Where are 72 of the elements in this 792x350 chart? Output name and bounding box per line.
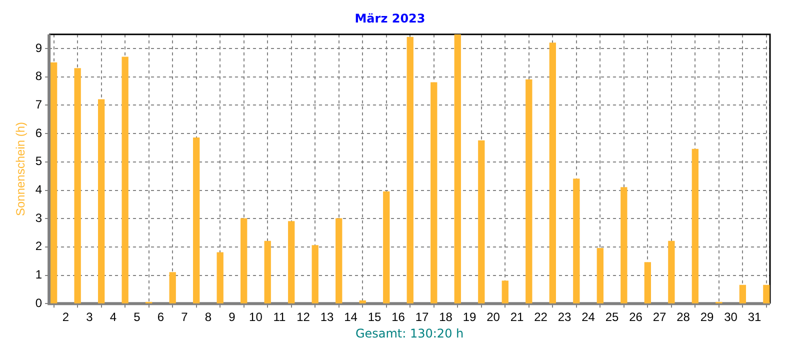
chart-title: März 2023 bbox=[354, 11, 426, 26]
y-tick-label: 2 bbox=[35, 239, 42, 254]
bar bbox=[193, 138, 200, 304]
x-tick-label: 9 bbox=[228, 310, 236, 324]
x-tick-label: 26 bbox=[629, 310, 643, 324]
x-tick-label: 22 bbox=[534, 310, 548, 324]
y-tick-label: 3 bbox=[35, 210, 42, 225]
bar bbox=[288, 221, 295, 304]
x-tick-label: 14 bbox=[344, 310, 358, 324]
bar bbox=[264, 240, 271, 304]
x-tick-label: 16 bbox=[392, 310, 406, 324]
bar bbox=[502, 280, 508, 304]
y-axis-title: Sonnenschein (h) bbox=[14, 122, 28, 216]
bar bbox=[478, 140, 485, 304]
y-tick-label: 4 bbox=[35, 182, 42, 197]
bar bbox=[383, 191, 390, 304]
bar bbox=[739, 284, 746, 304]
x-tick-label: 24 bbox=[582, 310, 596, 324]
bar bbox=[692, 148, 699, 304]
bar bbox=[336, 218, 342, 304]
text: Gesamt: 130:20 h bbox=[355, 326, 464, 341]
bar bbox=[169, 272, 176, 304]
x-tick-label: 28 bbox=[676, 310, 690, 324]
x-tick-label: 19 bbox=[462, 310, 477, 324]
x-tick-label: 31 bbox=[748, 310, 762, 324]
bar bbox=[668, 240, 675, 304]
bar bbox=[98, 99, 105, 304]
bar bbox=[430, 82, 438, 304]
x-tick-label: 11 bbox=[273, 310, 286, 324]
bar bbox=[454, 34, 461, 304]
bar bbox=[359, 300, 366, 304]
y-tick-label: 9 bbox=[35, 40, 42, 55]
bar bbox=[74, 68, 81, 304]
bar bbox=[596, 248, 604, 304]
x-tick-label: 8 bbox=[204, 310, 212, 324]
x-tick-label: 17 bbox=[415, 310, 429, 324]
x-tick-label: 13 bbox=[320, 310, 334, 324]
bar bbox=[406, 36, 414, 304]
y-tick-label: 8 bbox=[35, 69, 42, 84]
bar bbox=[526, 79, 532, 304]
y-tick-label: 1 bbox=[35, 268, 42, 282]
x-tick-label: 3 bbox=[86, 310, 94, 324]
bar bbox=[216, 252, 224, 304]
x-tick-label: 25 bbox=[605, 310, 620, 324]
bar bbox=[312, 245, 318, 304]
x-tick-label: 20 bbox=[486, 310, 500, 324]
bar bbox=[50, 62, 58, 304]
x-tick-label: 29 bbox=[700, 310, 714, 324]
x-tick-label: 5 bbox=[134, 310, 141, 324]
y-tick-label: 5 bbox=[35, 154, 42, 168]
bar bbox=[549, 42, 556, 304]
y-tick-label: 7 bbox=[35, 98, 42, 112]
y-tick-label: 0 bbox=[35, 296, 42, 310]
x-tick-label: 27 bbox=[652, 310, 667, 324]
bar bbox=[573, 178, 580, 304]
x-tick-label: 4 bbox=[110, 310, 117, 324]
x-tick-label: 15 bbox=[368, 310, 382, 324]
x-tick-label: 7 bbox=[181, 310, 188, 324]
x-tick-label: 2 bbox=[62, 310, 70, 324]
bar bbox=[644, 262, 651, 304]
x-tick-label: 23 bbox=[558, 310, 572, 324]
x-tick-label: 10 bbox=[249, 310, 263, 324]
x-tick-label: 21 bbox=[510, 310, 524, 324]
x-tick-label: 12 bbox=[296, 310, 310, 324]
x-tick-label: 30 bbox=[724, 310, 738, 324]
x-tick-label: 18 bbox=[439, 310, 453, 324]
x-tick-label: 6 bbox=[157, 310, 164, 324]
bar bbox=[240, 218, 248, 304]
y-tick-label: 6 bbox=[35, 126, 42, 140]
bar bbox=[122, 56, 128, 304]
bar bbox=[763, 284, 770, 304]
bar bbox=[620, 187, 628, 304]
